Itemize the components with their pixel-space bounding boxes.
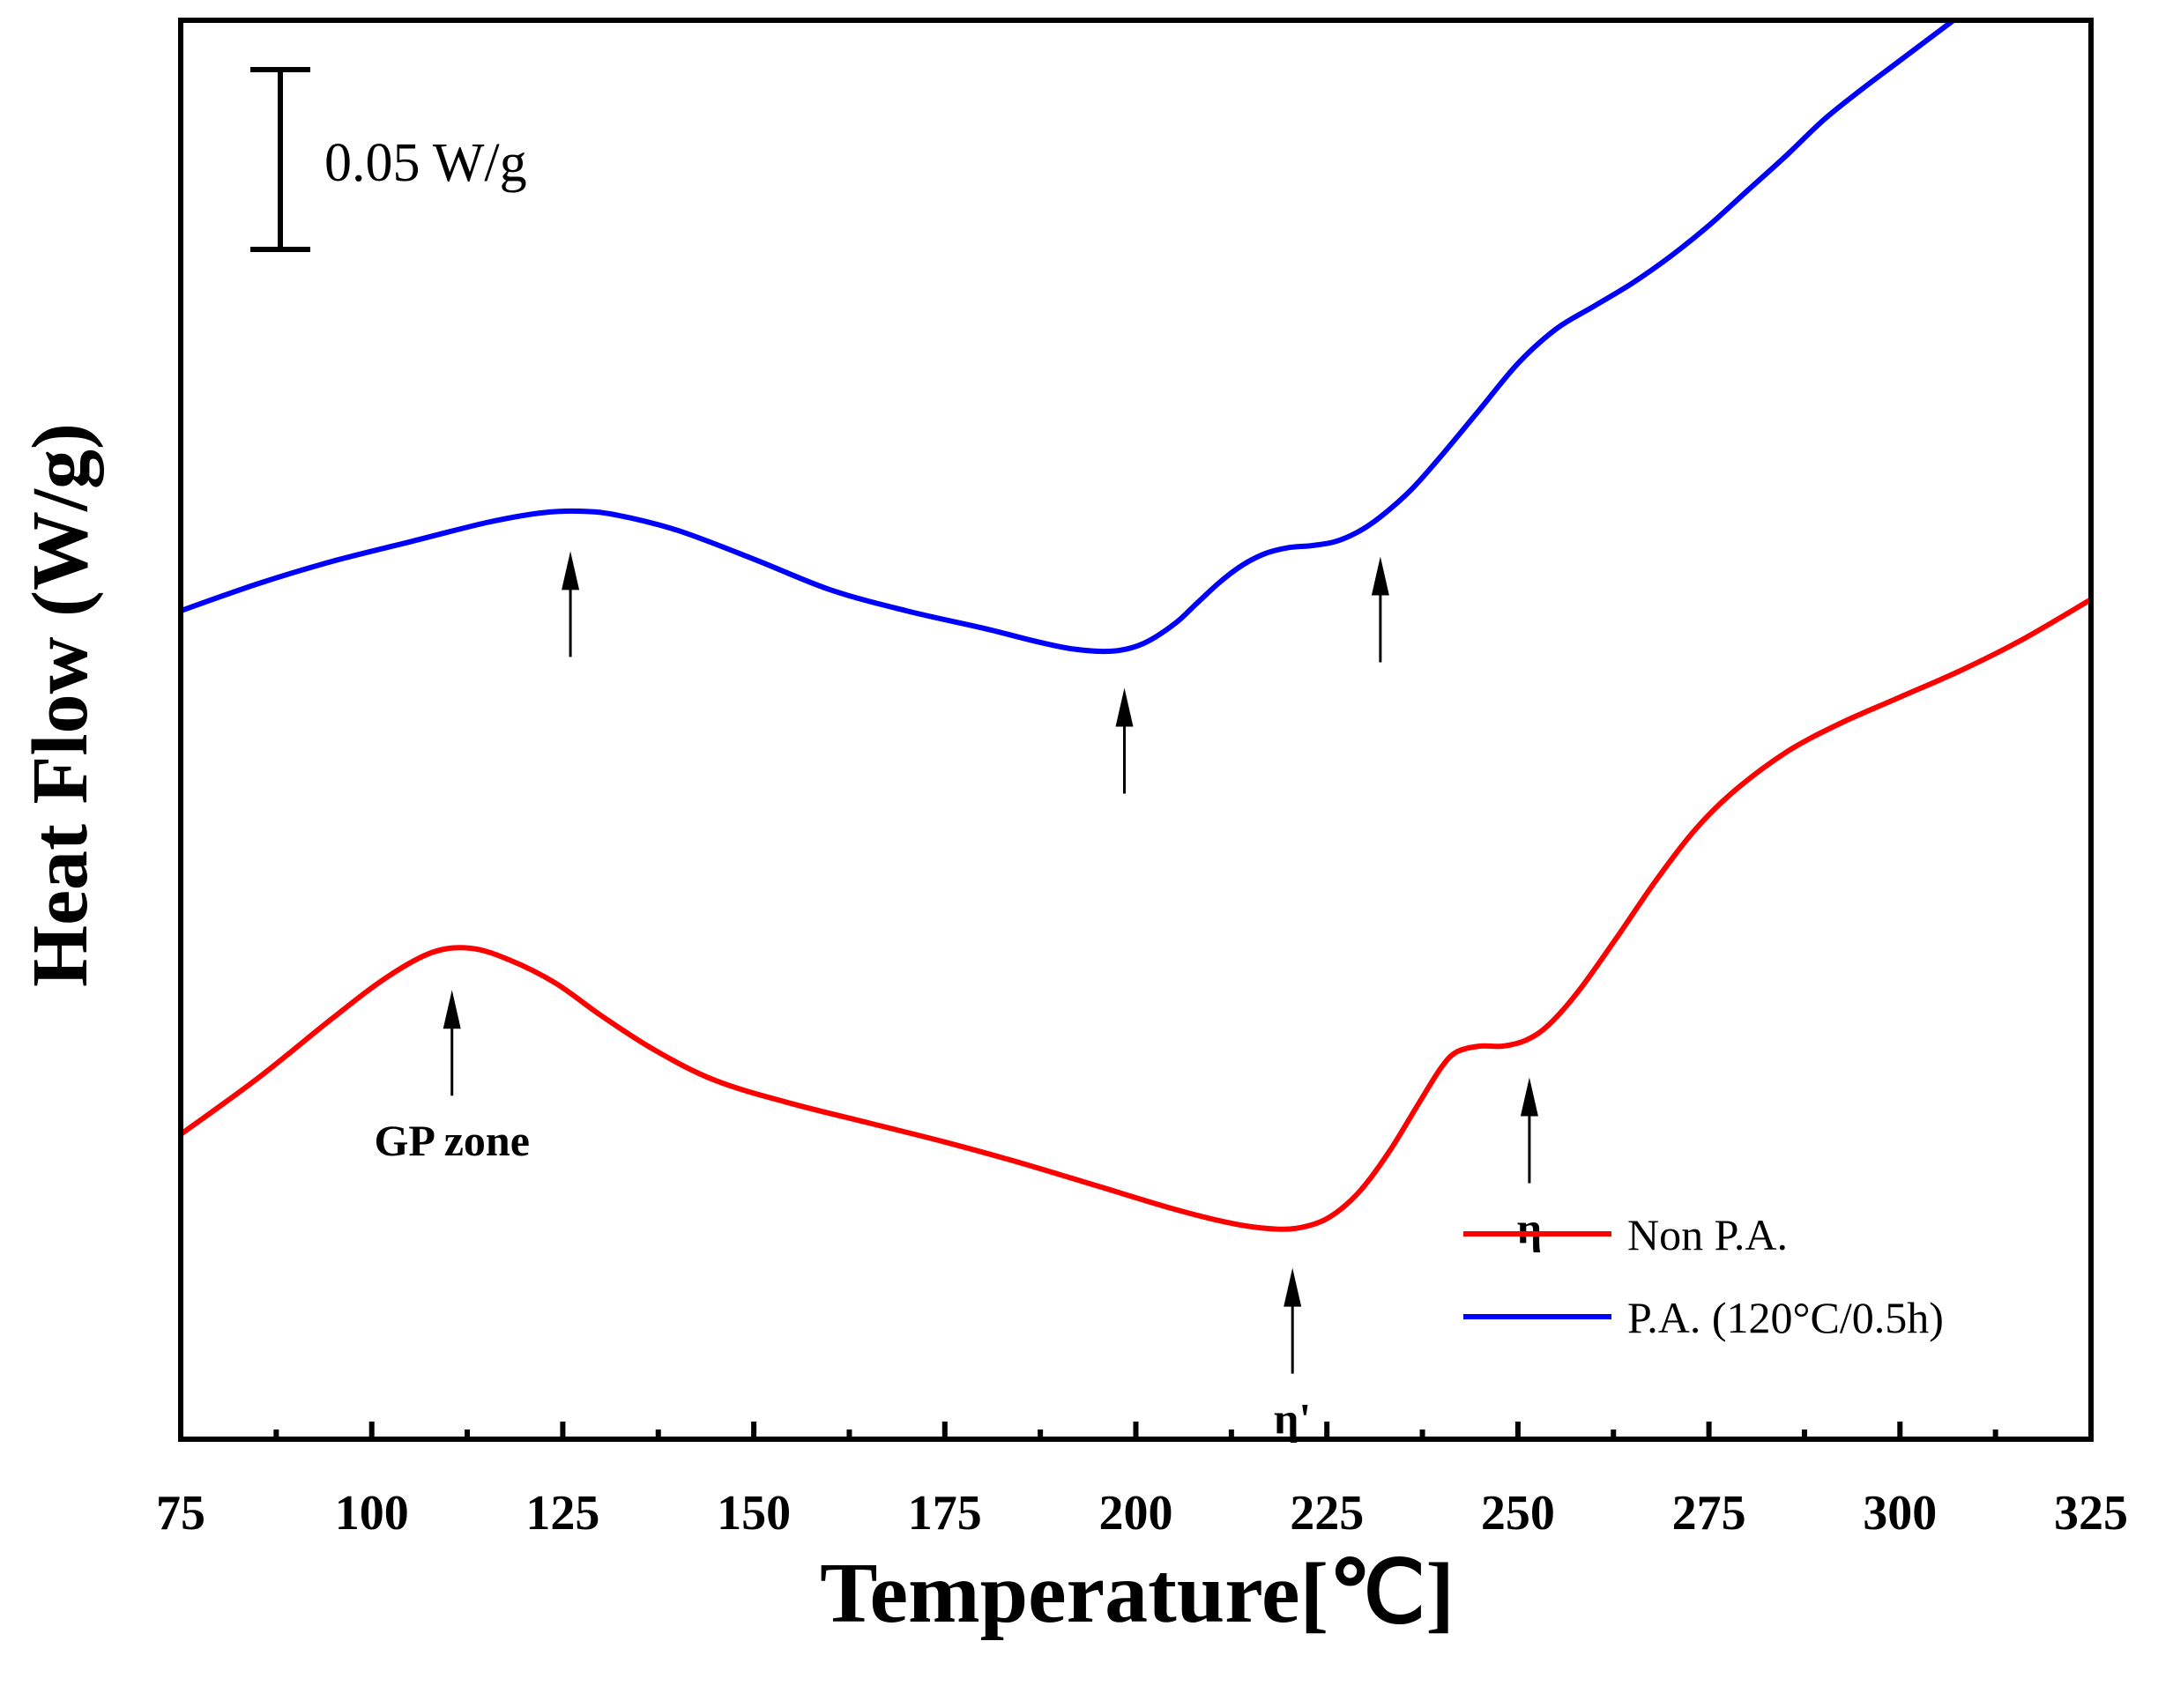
annotation-arrow-4 xyxy=(1284,1267,1302,1374)
annotation-arrow-0 xyxy=(562,551,580,657)
plot-frame xyxy=(178,18,2094,1442)
x-tick-label: 75 xyxy=(156,1486,205,1541)
x-tick-label: 250 xyxy=(1481,1486,1555,1541)
x-tick-label: 225 xyxy=(1290,1486,1364,1541)
legend: Non P.A. P.A. (120°C/0.5h) xyxy=(1463,1210,1944,1342)
scale-bar-label: 0.05 W/g xyxy=(324,133,527,193)
scale-bar: 0.05 W/g xyxy=(250,67,527,252)
x-tick-label: 150 xyxy=(717,1486,791,1541)
x-tick-label: 100 xyxy=(335,1486,409,1541)
x-tick-label: 200 xyxy=(1099,1486,1173,1541)
annotation-arrow-5 xyxy=(1520,1077,1538,1184)
series-layer xyxy=(181,20,2091,1232)
y-axis-title: Heat Flow (W/g) xyxy=(17,423,104,987)
annotation-arrow-1 xyxy=(1115,687,1134,794)
annotation-label-4: η' xyxy=(1274,1394,1311,1444)
annotation-arrow-2 xyxy=(1371,556,1389,663)
legend-label-non-pa: Non P.A. xyxy=(1627,1210,1788,1259)
x-tick-label: 125 xyxy=(525,1486,599,1541)
x-tick-label: 275 xyxy=(1672,1486,1746,1541)
annotation-layer: GP zone η' η xyxy=(375,551,1542,1444)
x-axis-ticks: 75 100 125 150 175 200 225 250 275 300 325 xyxy=(156,1422,2128,1541)
series-line-pa xyxy=(181,20,1958,655)
x-axis-title: Temperature[℃] xyxy=(820,1546,1455,1641)
legend-label-pa: P.A. (120°C/0.5h) xyxy=(1627,1293,1944,1342)
annotation-arrow-3 xyxy=(443,990,461,1096)
x-tick-label: 175 xyxy=(908,1486,982,1541)
annotation-label-3: GP zone xyxy=(375,1116,530,1165)
annotation-label-5: η xyxy=(1517,1204,1542,1253)
x-tick-label: 325 xyxy=(2054,1486,2128,1541)
series-line-non-pa xyxy=(181,597,2091,1232)
x-tick-label: 300 xyxy=(1863,1486,1937,1541)
